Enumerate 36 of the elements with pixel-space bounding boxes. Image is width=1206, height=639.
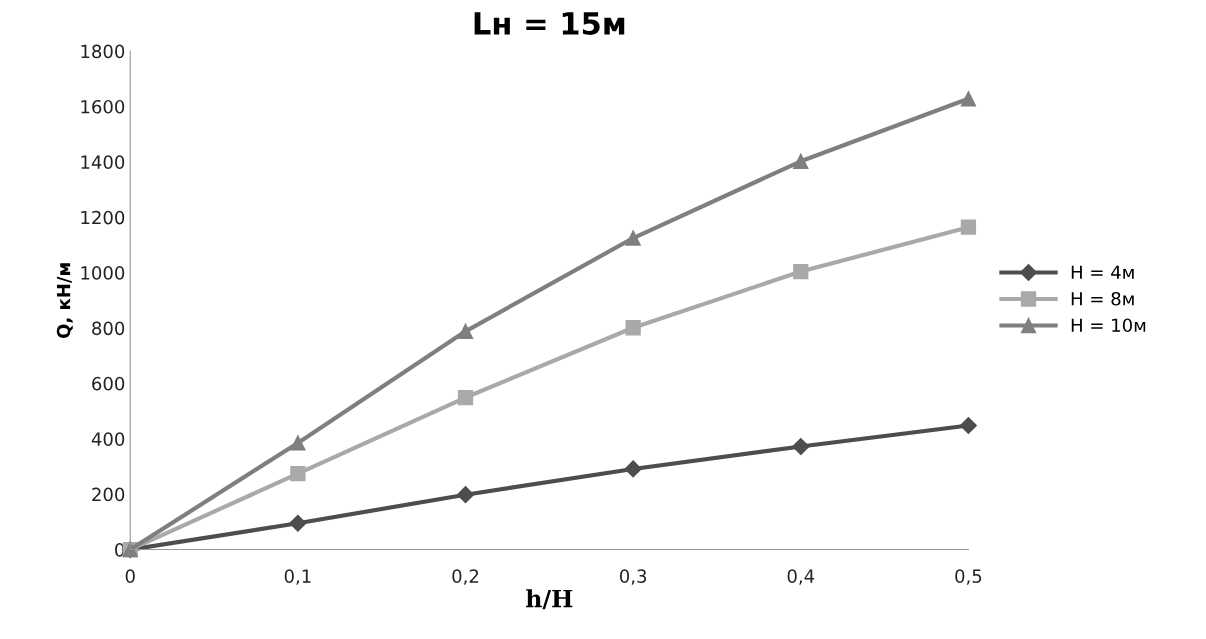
point bbox=[290, 466, 306, 482]
legend-label: H = 10м bbox=[1071, 318, 1146, 333]
x-tick-label: 0,3 bbox=[619, 569, 647, 585]
point bbox=[457, 389, 474, 406]
x-tick-label: 0,2 bbox=[452, 569, 479, 585]
y-tick-label: 1600 bbox=[81, 99, 125, 114]
x-tick-label: 0 bbox=[125, 569, 135, 583]
point bbox=[960, 91, 977, 107]
y-tick-label: 1200 bbox=[81, 210, 125, 225]
point bbox=[960, 219, 977, 235]
y-tick-label: 200 bbox=[92, 487, 125, 502]
point bbox=[625, 230, 641, 246]
point bbox=[290, 435, 306, 451]
point bbox=[625, 320, 641, 336]
x-tick-label: 0,5 bbox=[955, 569, 982, 585]
y-tick-label: 400 bbox=[91, 432, 125, 446]
chart-title: Lн = 15м bbox=[474, 12, 625, 35]
x-tick-label: 0,4 bbox=[787, 569, 815, 585]
y-axis-title: Q, кН/м bbox=[56, 263, 73, 339]
legend-label: H = 4м bbox=[1071, 265, 1134, 279]
legend-label: H = 8м bbox=[1071, 291, 1134, 306]
point bbox=[456, 486, 475, 504]
y-tick-label: 1400 bbox=[81, 155, 125, 169]
point bbox=[792, 437, 810, 456]
point bbox=[793, 263, 809, 280]
y-tick-label: 800 bbox=[92, 321, 125, 336]
point bbox=[624, 460, 642, 478]
y-tick-label: 600 bbox=[92, 376, 125, 391]
point bbox=[793, 153, 809, 169]
point bbox=[457, 323, 474, 339]
x-tick-label: 0,1 bbox=[284, 569, 311, 585]
x-axis-title: h/H bbox=[526, 589, 573, 610]
y-tick-label: 1000 bbox=[81, 266, 125, 280]
y-tick-label: 1800 bbox=[81, 44, 125, 59]
point bbox=[959, 416, 977, 435]
point bbox=[289, 514, 307, 532]
